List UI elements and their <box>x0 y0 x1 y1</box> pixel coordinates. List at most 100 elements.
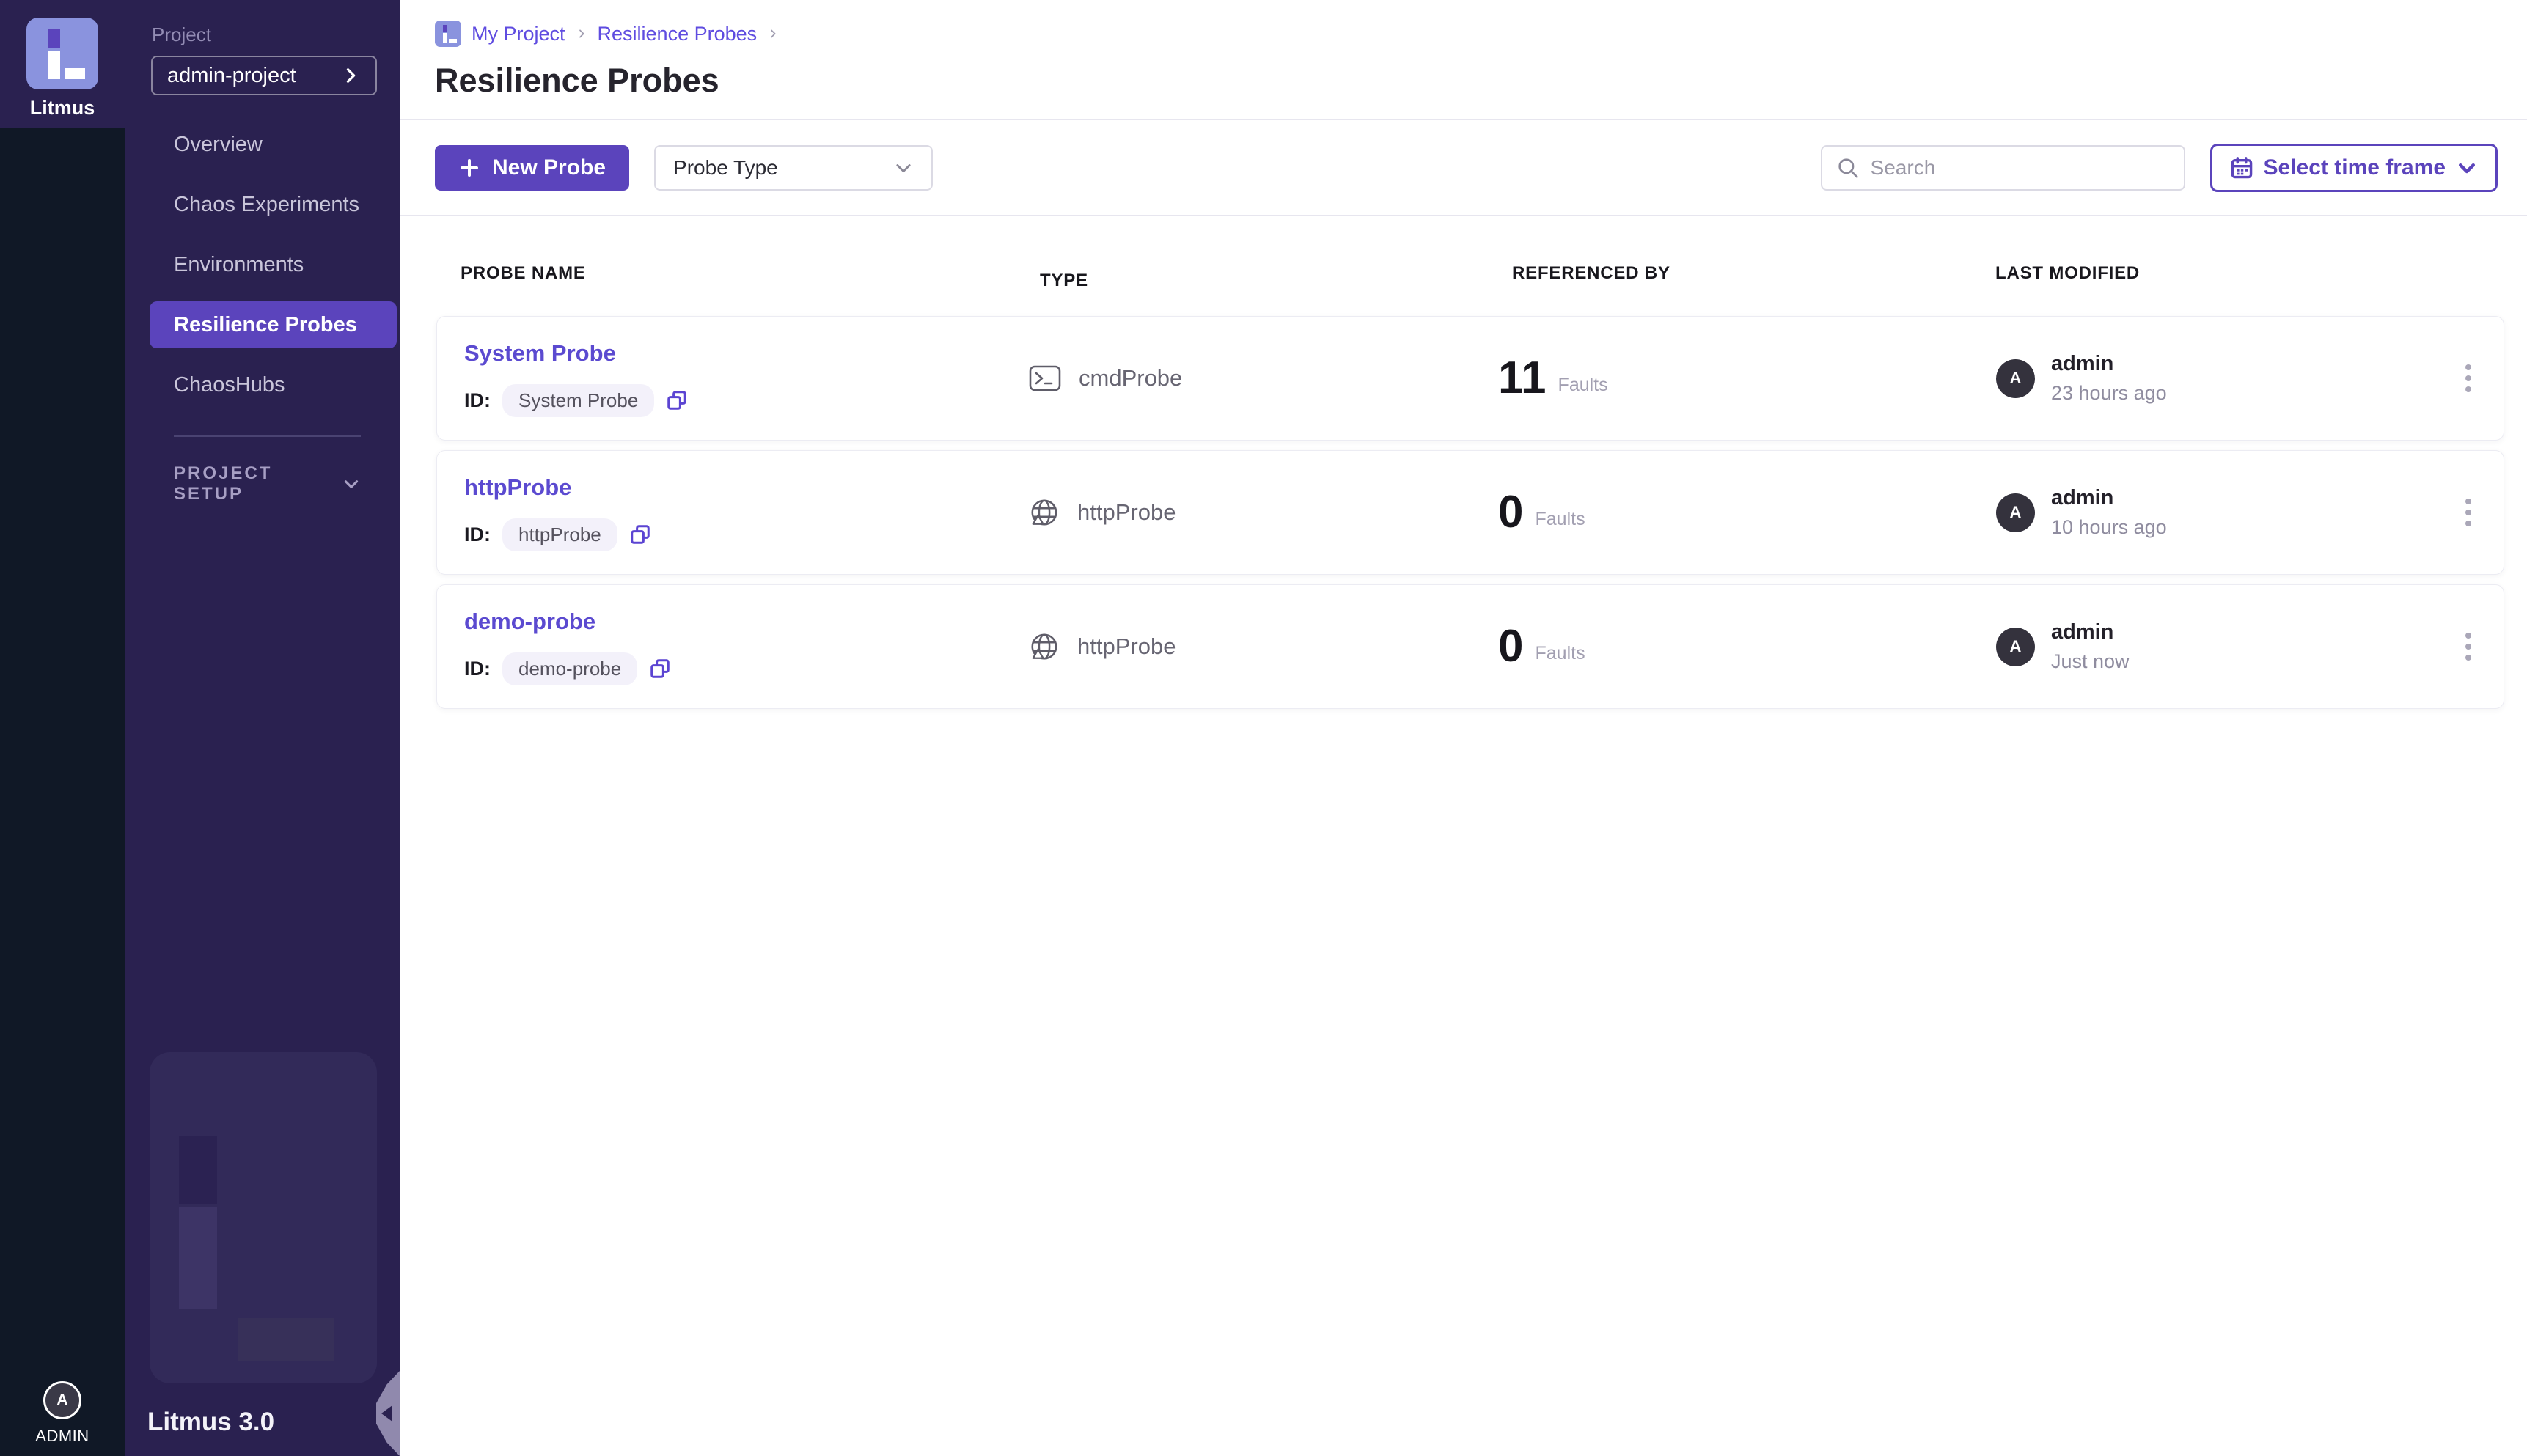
column-header-last-modified: LAST MODIFIED <box>1995 263 2141 283</box>
sidebar-divider <box>174 435 361 437</box>
logo-cap <box>48 29 61 49</box>
modified-info: admin 10 hours ago <box>2051 486 2167 539</box>
breadcrumb: My Project Resilience Probes <box>435 21 2527 47</box>
left-rail: Litmus A ADMIN <box>0 0 125 1456</box>
table-row: demo-probe ID: demo-probe <box>436 584 2504 709</box>
sidebar-item-chaoshubs[interactable]: ChaosHubs <box>174 372 285 397</box>
referenced-by-cell: 11 Faults <box>1498 356 1975 401</box>
breadcrumb-page-link[interactable]: Resilience Probes <box>597 22 758 45</box>
rail-bottom: A ADMIN <box>0 1381 125 1446</box>
user-label: ADMIN <box>35 1427 89 1445</box>
modified-info: admin Just now <box>2051 620 2130 673</box>
project-setup-label: PROJECT SETUP <box>174 463 273 504</box>
probe-type-value: cmdProbe <box>1079 365 1183 391</box>
globe-icon <box>1029 497 1060 528</box>
avatar-initial: A <box>2009 369 2022 387</box>
modified-time: 23 hours ago <box>2051 382 2167 404</box>
brand-name: Litmus <box>29 97 95 119</box>
probe-id-row: ID: demo-probe <box>464 652 1029 685</box>
modified-time: Just now <box>2051 650 2130 672</box>
probe-name-cell: httpProbe ID: httpProbe <box>437 474 1029 551</box>
project-setup-toggle[interactable]: PROJECT SETUP <box>174 463 361 504</box>
time-frame-label: Select time frame <box>2263 155 2446 180</box>
copy-id-button[interactable] <box>649 658 671 680</box>
terminal-icon <box>1029 364 1061 393</box>
copy-icon <box>650 659 670 678</box>
referenced-by-cell: 0 Faults <box>1498 490 1975 535</box>
modified-by: admin <box>2051 620 2114 644</box>
sidebar-item-chaos-experiments[interactable]: Chaos Experiments <box>174 192 360 216</box>
faults-unit: Faults <box>1535 508 1585 529</box>
probe-type-select[interactable]: Probe Type <box>654 144 934 191</box>
avatar: A <box>1996 627 2035 666</box>
logo-stem <box>442 32 447 43</box>
column-header-referenced-by: REFERENCED BY <box>1512 263 1670 283</box>
avatar: A <box>1996 493 2035 532</box>
calendar-icon <box>2230 156 2253 180</box>
search-icon <box>1837 157 1859 179</box>
sidebar-item-resilience-probes[interactable]: Resilience Probes <box>150 301 397 348</box>
probe-id-badge: httpProbe <box>502 518 617 551</box>
copy-icon <box>631 525 650 544</box>
table-row: httpProbe ID: httpProbe <box>436 450 2504 575</box>
sidebar-collapse-handle[interactable] <box>376 1371 400 1456</box>
probe-id-row: ID: httpProbe <box>464 518 1029 551</box>
last-modified-cell: A admin 10 hours ago <box>1975 486 2432 539</box>
new-probe-label: New Probe <box>492 155 606 180</box>
copy-id-button[interactable] <box>629 523 651 545</box>
app-version: Litmus 3.0 <box>147 1408 275 1436</box>
copy-icon <box>667 391 687 410</box>
watermark-cap <box>179 1136 217 1204</box>
modified-info: admin 23 hours ago <box>2051 352 2167 405</box>
chevron-down-icon <box>893 158 914 178</box>
table-row: System Probe ID: System Probe <box>436 316 2504 441</box>
avatar: A <box>1996 359 2035 398</box>
last-modified-cell: A admin 23 hours ago <box>1975 352 2432 405</box>
copy-id-button[interactable] <box>666 389 688 411</box>
toolbar: New Probe Probe Type <box>400 119 2527 216</box>
faults-count: 11 <box>1498 353 1547 403</box>
row-menu-button[interactable] <box>2458 357 2479 400</box>
page-title: Resilience Probes <box>435 62 719 99</box>
probe-name-link[interactable]: System Probe <box>464 339 616 366</box>
modified-by: admin <box>2051 486 2114 510</box>
sidebar-watermark-logo <box>150 1052 377 1383</box>
probes-table: PROBE NAME TYPE REFERENCED BY LAST MODIF… <box>436 216 2504 709</box>
logo-foot <box>64 67 86 80</box>
sidebar-nav: Overview Chaos Experiments Environments … <box>125 114 400 415</box>
select-time-frame-button[interactable]: Select time frame <box>2209 143 2498 192</box>
probe-type-value: Probe Type <box>673 155 778 179</box>
probe-type-cell: httpProbe <box>1029 631 1498 662</box>
sidebar-item-environments[interactable]: Environments <box>174 252 304 276</box>
probe-name-cell: demo-probe ID: demo-probe <box>437 608 1029 685</box>
page-header: My Project Resilience Probes Resilience … <box>400 0 2527 100</box>
probe-name-link[interactable]: httpProbe <box>464 474 572 500</box>
probe-id-badge: System Probe <box>502 383 655 417</box>
breadcrumb-separator-icon <box>576 28 587 40</box>
chevron-down-icon <box>342 474 361 493</box>
faults-count: 0 <box>1498 487 1524 537</box>
probe-name-cell: System Probe ID: System Probe <box>437 340 1029 417</box>
new-probe-button[interactable]: New Probe <box>435 144 630 191</box>
modified-time: 10 hours ago <box>2051 516 2167 538</box>
probe-name-link[interactable]: demo-probe <box>464 608 596 634</box>
row-menu-button[interactable] <box>2458 625 2479 668</box>
litmus-logo-icon[interactable] <box>26 18 98 89</box>
avatar-initial: A <box>2009 637 2022 655</box>
row-menu-button[interactable] <box>2458 491 2479 534</box>
search-input[interactable] <box>1870 155 2169 180</box>
watermark-stem <box>179 1207 217 1309</box>
logo-cap <box>442 24 447 32</box>
plus-icon <box>458 157 480 179</box>
faults-unit: Faults <box>1558 374 1608 395</box>
avatar-initial: A <box>2009 503 2022 521</box>
globe-icon <box>1029 631 1060 662</box>
sidebar-item-overview[interactable]: Overview <box>174 132 263 156</box>
user-avatar[interactable]: A <box>43 1381 81 1419</box>
rail-top: Litmus <box>0 0 125 128</box>
last-modified-cell: A admin Just now <box>1975 620 2432 673</box>
watermark-foot <box>238 1318 334 1361</box>
breadcrumb-project-link[interactable]: My Project <box>472 22 565 45</box>
faults-count: 0 <box>1498 621 1524 672</box>
project-selector[interactable]: admin-project <box>151 56 377 95</box>
